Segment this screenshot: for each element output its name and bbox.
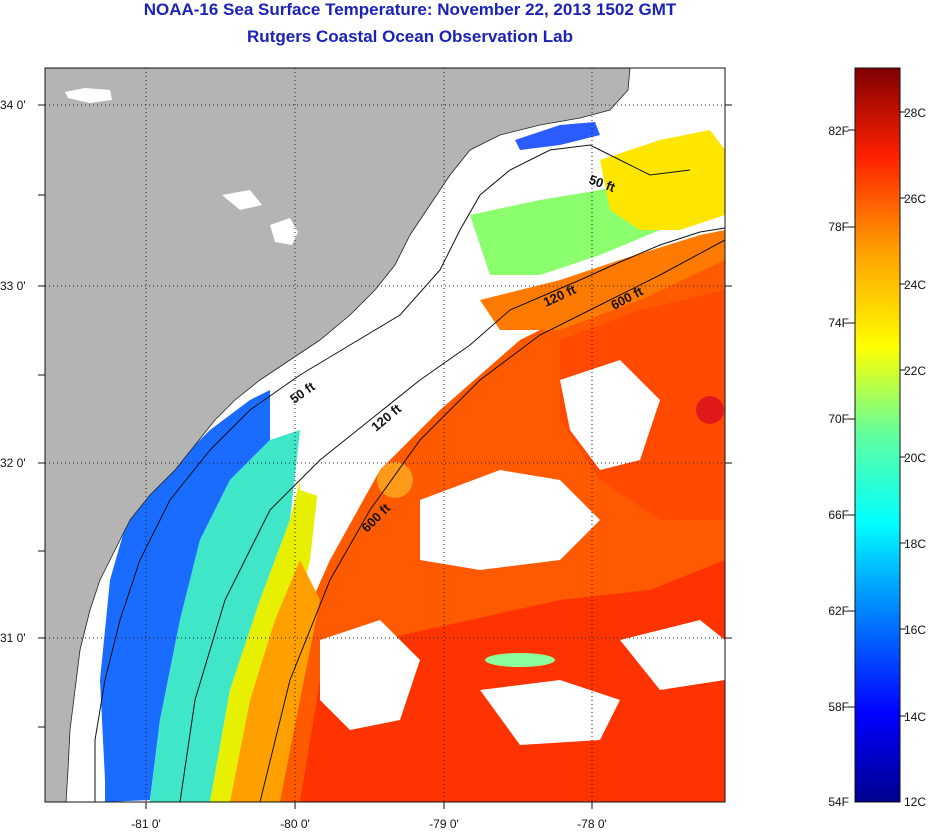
sst-patch-offshore-red bbox=[300, 560, 725, 802]
colorbar-c-label: 22C bbox=[904, 364, 926, 378]
map-subtitle: Rutgers Coastal Ocean Observation Lab bbox=[247, 27, 573, 46]
colorbar-f-label: 74F bbox=[828, 316, 849, 330]
sst-patch-shelf-orange bbox=[480, 230, 725, 330]
lat-label: 33 0' bbox=[0, 279, 26, 293]
cloud-gap bbox=[560, 360, 660, 470]
cloud-gap bbox=[420, 470, 600, 570]
land-mass bbox=[45, 68, 631, 802]
map-tick-marks bbox=[38, 104, 732, 809]
colorbar-c-label: 16C bbox=[904, 623, 926, 637]
colorbar-c-label: 20C bbox=[904, 451, 926, 465]
map-frame bbox=[44, 67, 726, 803]
colorbar-f-label: 58F bbox=[828, 700, 849, 714]
colorbar-fahrenheit-labels: 82F 78F 74F 70F 66F 62F 58F 54F bbox=[828, 124, 849, 809]
cloud-gap bbox=[320, 620, 420, 730]
isobath-lines bbox=[94, 144, 725, 802]
colorbar bbox=[854, 67, 901, 803]
isobath-50ft bbox=[94, 144, 691, 802]
lat-label: 32 0' bbox=[0, 456, 26, 470]
lat-label: 31 0' bbox=[0, 631, 26, 645]
lon-label: -80 0' bbox=[280, 817, 310, 831]
sst-patch-cape-blue bbox=[515, 122, 600, 150]
sst-blob bbox=[485, 653, 555, 667]
lon-label: -81 0' bbox=[131, 817, 161, 831]
colorbar-c-label: 18C bbox=[904, 537, 926, 551]
graticule bbox=[45, 68, 725, 802]
sst-patch-north-yellow bbox=[600, 130, 725, 230]
colorbar-f-label: 54F bbox=[828, 795, 849, 809]
lon-label: -79 0' bbox=[429, 817, 459, 831]
land-cloud bbox=[270, 218, 298, 245]
sst-patch-midshelf-orange bbox=[230, 560, 320, 802]
sst-blob bbox=[696, 396, 724, 424]
colorbar-c-label: 24C bbox=[904, 278, 926, 292]
colorbar-c-label: 28C bbox=[904, 106, 926, 120]
sst-patch-inshore-cyan bbox=[150, 430, 300, 802]
latitude-labels: 34 0' 33 0' 32 0' 31 0' bbox=[0, 98, 26, 645]
colorbar-c-label: 14C bbox=[904, 710, 926, 724]
colorbar-celsius-labels: 28C 26C 24C 22C 20C 18C 16C 14C 12C bbox=[904, 106, 926, 809]
lon-label: -78 0' bbox=[577, 817, 607, 831]
land-cloud-patches bbox=[65, 88, 298, 245]
isobath-120ft bbox=[179, 227, 725, 802]
colorbar-c-label: 12C bbox=[904, 795, 926, 809]
colorbar-f-label: 66F bbox=[828, 508, 849, 522]
lat-label: 34 0' bbox=[0, 98, 26, 112]
land-cloud bbox=[222, 190, 262, 210]
isobath-600ft bbox=[259, 239, 725, 802]
colorbar-c-label: 26C bbox=[904, 192, 926, 206]
colorbar-f-label: 62F bbox=[828, 604, 849, 618]
land-cloud bbox=[65, 88, 112, 103]
cloud-gap bbox=[480, 680, 620, 745]
sst-patch-inshore-blue bbox=[100, 390, 270, 802]
sst-patch-midshelf-yellow bbox=[210, 470, 320, 802]
colorbar-ticks bbox=[848, 111, 906, 717]
map-title: NOAA-16 Sea Surface Temperature: Novembe… bbox=[143, 0, 677, 19]
colorbar-f-label: 82F bbox=[828, 124, 849, 138]
cloud-gap bbox=[620, 620, 725, 690]
longitude-labels: -81 0' -80 0' -79 0' -78 0' bbox=[131, 817, 607, 831]
sst-blob bbox=[377, 462, 413, 498]
colorbar-f-label: 78F bbox=[828, 220, 849, 234]
cloud-gap bbox=[300, 410, 360, 500]
colorbar-f-label: 70F bbox=[828, 412, 849, 426]
